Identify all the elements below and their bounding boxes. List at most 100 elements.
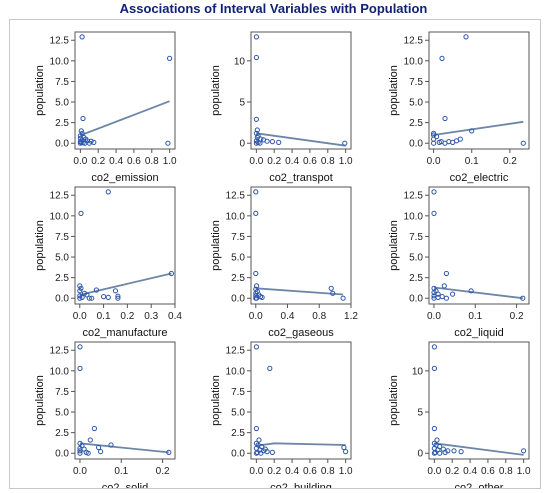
- data-point: [450, 291, 456, 297]
- data-point: [79, 34, 85, 40]
- data-point: [254, 283, 260, 289]
- x-tick-label: 0.2: [120, 311, 134, 322]
- x-axis-label: co2_liquid: [454, 327, 504, 339]
- x-tick-label: 0.1: [114, 466, 128, 477]
- y-tick-label: 7.5: [231, 232, 245, 243]
- x-axis-label: co2_electric: [450, 172, 509, 184]
- data-point: [168, 270, 174, 277]
- data-point: [253, 344, 260, 350]
- y-axis-label: population: [210, 65, 222, 116]
- x-tick-label: 0.6: [303, 466, 317, 477]
- data-point: [431, 344, 438, 350]
- data-point: [443, 270, 450, 277]
- plot-area: 0.0 2.5 5.0 7.5 10.0 12.5 0.0 0.2 0.4 0.6 0.8 1.0 co…: [9, 19, 541, 493]
- panel-co2_other: 0 5 10 0.0 0.2 0.4 0.6 0.8 1.0 co2_other populatio…: [388, 341, 531, 493]
- data-point: [86, 295, 92, 301]
- y-tick-label: 0.0: [231, 449, 245, 460]
- data-point: [520, 295, 526, 301]
- x-tick-label: 0.1: [468, 311, 482, 322]
- data-point: [442, 449, 448, 456]
- data-point: [101, 294, 107, 300]
- panel-co2_building: 0.0 2.5 5.0 7.5 10.0 12.5 0.0 0.2 0.4 0.6 0.8 1.0 co…: [210, 341, 353, 493]
- y-tick-label: 0.0: [409, 294, 423, 305]
- y-tick-label: 7.5: [409, 77, 423, 88]
- data-point: [434, 437, 440, 443]
- y-tick-label: 2.5: [231, 273, 245, 284]
- data-point: [431, 130, 437, 136]
- data-point: [115, 295, 121, 301]
- y-axis-label: population: [388, 65, 400, 116]
- x-tick-label: 0.2: [267, 466, 281, 477]
- y-axis-label: population: [210, 220, 222, 271]
- x-axis-label: co2_emission: [91, 172, 158, 184]
- data-point: [77, 448, 83, 454]
- data-point: [431, 140, 437, 146]
- panel-co2_transpot: 0 5 10 0.0 0.2 0.4 0.6 0.8 1.0 co2_transpot popula…: [210, 31, 353, 184]
- panel-co2_liquid: 0.0 2.5 5.0 7.5 10.0 12.5 0.0 0.1 0.2 co2_liquid p…: [388, 186, 530, 339]
- y-tick-label: 2.5: [55, 428, 69, 439]
- x-tick-label: 0.1: [465, 156, 479, 167]
- data-point: [521, 448, 527, 454]
- data-point: [431, 365, 438, 372]
- y-tick-label: 10: [412, 366, 424, 377]
- data-point: [96, 444, 102, 451]
- y-tick-label: 12.5: [50, 346, 70, 357]
- data-point: [253, 210, 259, 217]
- y-tick-label: 7.5: [231, 387, 245, 398]
- y-axis-label: population: [388, 220, 400, 271]
- y-tick-label: 5.0: [55, 98, 69, 109]
- x-tick-label: 0.8: [321, 466, 335, 477]
- data-point: [463, 34, 469, 40]
- data-point: [77, 344, 83, 350]
- data-point: [77, 295, 83, 301]
- x-tick-label: 0.2: [445, 466, 459, 477]
- y-tick-label: 5.0: [409, 98, 423, 109]
- x-tick-label: 0.0: [427, 466, 441, 477]
- data-point: [468, 288, 474, 294]
- data-point: [165, 140, 171, 146]
- y-tick-label: 0: [239, 139, 245, 150]
- data-point: [259, 294, 265, 301]
- fit-line: [79, 272, 172, 296]
- panel-co2_manufacture: 0.0 2.5 5.0 7.5 10.0 12.5 0.0 0.1 0.2 0.3 0.4co2_m…: [34, 186, 182, 339]
- data-point: [431, 189, 437, 195]
- x-tick-label: 0.4: [109, 156, 123, 167]
- panel-frame: [428, 186, 530, 305]
- x-tick-label: 1.2: [344, 311, 358, 322]
- y-tick-label: 12.5: [50, 36, 70, 47]
- x-tick-label: 0.0: [249, 311, 263, 322]
- data-point: [105, 189, 111, 195]
- data-point: [115, 293, 121, 299]
- x-tick-label: 0.6: [481, 466, 495, 477]
- data-point: [469, 128, 475, 134]
- x-axis-label: co2_building: [270, 482, 332, 488]
- y-axis-label: population: [34, 220, 46, 271]
- data-point: [436, 139, 442, 146]
- data-point: [98, 449, 104, 455]
- y-tick-label: 2.5: [231, 428, 245, 439]
- data-point: [77, 365, 83, 372]
- data-point: [253, 34, 260, 40]
- x-tick-label: 1.0: [163, 156, 177, 167]
- x-tick-label: 0.2: [510, 311, 524, 322]
- data-point: [342, 140, 348, 146]
- fit-line: [256, 132, 346, 147]
- data-point: [458, 449, 464, 455]
- x-tick-label: 0.0: [427, 311, 441, 322]
- x-tick-label: 1.0: [339, 156, 353, 167]
- data-point: [431, 425, 438, 432]
- fit-line: [255, 287, 344, 296]
- data-point: [79, 294, 85, 301]
- data-point: [328, 285, 334, 291]
- x-tick-label: 0.0: [249, 156, 263, 167]
- data-point: [253, 140, 260, 146]
- data-point: [253, 425, 260, 432]
- x-tick-label: 0.0: [73, 311, 87, 322]
- data-point: [253, 189, 259, 195]
- y-tick-label: 2.5: [55, 273, 69, 284]
- data-point: [435, 291, 441, 297]
- y-tick-label: 12.5: [226, 346, 246, 357]
- data-point: [77, 450, 83, 456]
- x-tick-label: 0.4: [285, 156, 299, 167]
- y-tick-label: 12.5: [404, 36, 424, 47]
